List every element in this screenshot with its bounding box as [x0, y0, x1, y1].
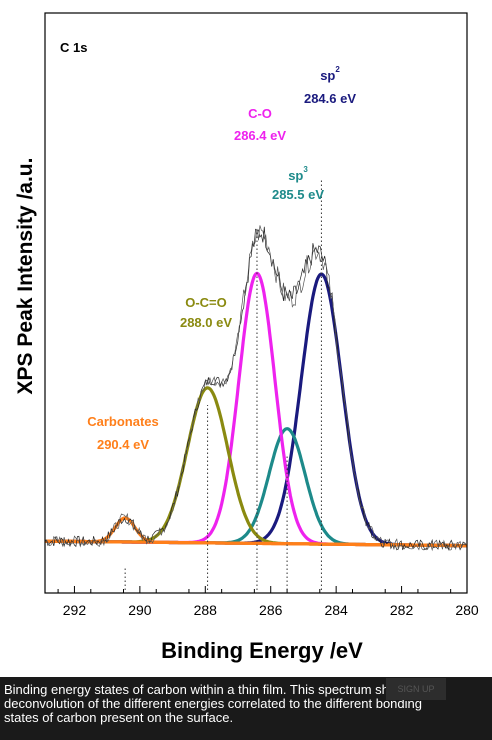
peak-labels: sp2 284.6 eV sp3 285.5 eV C-O 286.4 eV O-C=O 28… [87, 65, 356, 452]
plot-frame [44, 12, 468, 594]
raw-trace-0 [44, 226, 467, 551]
x-tick-label-282: 282 [390, 602, 414, 618]
x-axis-ticks: 292 290 288 286 284 282 280 [57, 586, 479, 618]
y-axis-label: XPS Peak Intensity /a.u. [14, 158, 37, 395]
raw-spectrum [44, 225, 467, 552]
reference-lines [124, 180, 322, 590]
raw-trace-1 [44, 225, 467, 552]
peak-energy-1: 285.5 eV [272, 187, 324, 202]
xps-chart: 292 290 288 286 284 282 280 sp2 284.6 eV sp3 285.… [14, 12, 479, 663]
peak-energy-2: 286.4 eV [234, 128, 286, 143]
x-axis-label: Binding Energy /eV [161, 638, 363, 663]
x-tick-label-292: 292 [63, 602, 87, 618]
peak-name-3: O-C=O [185, 295, 227, 310]
x-tick-label-288: 288 [194, 602, 218, 618]
peak-superscript-1: 3 [303, 165, 308, 174]
chart-title: C 1s [60, 40, 87, 55]
peak-name-1: sp3 [288, 165, 308, 183]
sign-up-ghost: SIGN UP [386, 678, 446, 700]
peak-name-4: Carbonates [87, 414, 159, 429]
x-tick-label-286: 286 [259, 602, 283, 618]
peak-name-2: C-O [248, 106, 272, 121]
peak-energy-0: 284.6 eV [304, 91, 356, 106]
caption-text: Binding energy states of carbon within a… [4, 682, 434, 725]
x-tick-label-290: 290 [128, 602, 152, 618]
peak-superscript-0: 2 [335, 65, 340, 74]
raw-traces [44, 225, 467, 552]
x-tick-label-280: 280 [455, 602, 479, 618]
peak-name-0: sp2 [320, 65, 340, 83]
x-tick-label-284: 284 [324, 602, 348, 618]
baseline-curve [44, 539, 464, 548]
baseline-series [44, 539, 464, 548]
peak-energy-4: 290.4 eV [97, 437, 149, 452]
peak-energy-3: 288.0 eV [180, 315, 232, 330]
